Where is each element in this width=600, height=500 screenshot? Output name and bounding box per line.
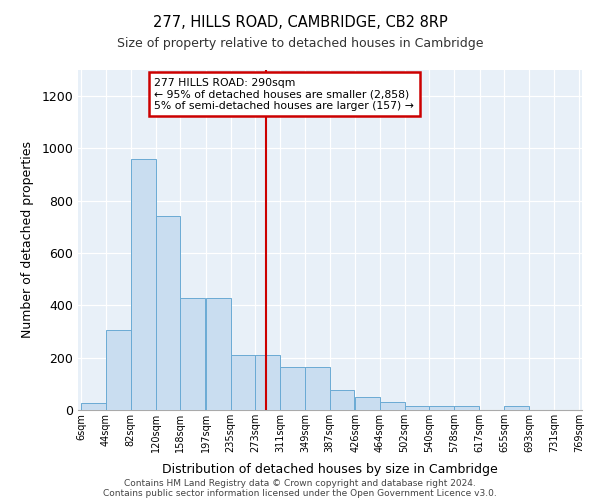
Bar [305,367,329,410]
Bar [181,298,205,410]
Bar [81,404,106,410]
Bar [206,298,230,410]
Bar [256,355,280,410]
Y-axis label: Number of detached properties: Number of detached properties [22,142,34,338]
Bar [355,397,380,410]
Text: Contains HM Land Registry data © Crown copyright and database right 2024.: Contains HM Land Registry data © Crown c… [124,478,476,488]
Text: Contains public sector information licensed under the Open Government Licence v3: Contains public sector information licen… [103,488,497,498]
Text: Size of property relative to detached houses in Cambridge: Size of property relative to detached ho… [117,38,483,51]
Bar [505,406,529,410]
Bar [280,367,305,410]
X-axis label: Distribution of detached houses by size in Cambridge: Distribution of detached houses by size … [162,464,498,476]
Text: 277 HILLS ROAD: 290sqm
← 95% of detached houses are smaller (2,858)
5% of semi-d: 277 HILLS ROAD: 290sqm ← 95% of detached… [154,78,414,111]
Text: 277, HILLS ROAD, CAMBRIDGE, CB2 8RP: 277, HILLS ROAD, CAMBRIDGE, CB2 8RP [152,15,448,30]
Bar [380,402,404,410]
Bar [131,159,155,410]
Bar [454,406,479,410]
Bar [230,355,256,410]
Bar [106,330,131,410]
Bar [329,390,355,410]
Bar [155,216,181,410]
Bar [404,406,430,410]
Bar [430,406,454,410]
